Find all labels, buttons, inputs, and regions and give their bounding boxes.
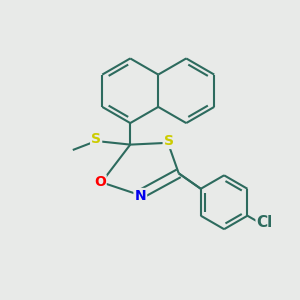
Text: O: O	[94, 175, 106, 189]
Text: Cl: Cl	[257, 214, 273, 230]
Text: S: S	[91, 132, 101, 146]
Text: N: N	[134, 189, 146, 203]
Text: S: S	[164, 134, 174, 148]
